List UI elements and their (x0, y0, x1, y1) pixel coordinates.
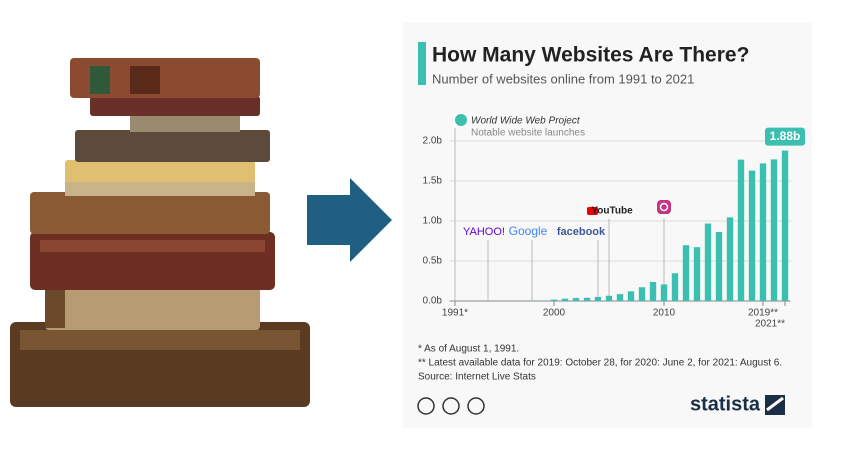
x-tick-label: 1991* (442, 308, 468, 319)
instagram-icon-lens (659, 202, 669, 212)
title-accent (418, 42, 426, 85)
bar (660, 284, 668, 301)
y-tick-label: 1.5b (423, 176, 443, 187)
bar (770, 159, 778, 301)
x-tick-label: 2000 (543, 308, 566, 319)
books-illustration (10, 58, 310, 407)
annotation: World Wide Web Project (471, 116, 581, 127)
y-tick-label: 0.5b (423, 256, 443, 267)
bar (627, 291, 635, 301)
y-tick-label: 2.0b (423, 136, 443, 147)
footnote: ** Latest available data for 2019: Octob… (418, 358, 782, 369)
bar (693, 247, 701, 301)
x-tick-label: 2010 (653, 308, 676, 319)
annotation: YouTube (591, 206, 633, 217)
footnote: * As of August 1, 1991. (418, 344, 519, 355)
bar (649, 281, 657, 301)
value-label-box (765, 127, 805, 146)
bar (748, 170, 756, 301)
bar (594, 296, 602, 301)
bar (715, 231, 723, 301)
bar (638, 287, 646, 301)
instagram-icon (657, 200, 671, 214)
chart-subtitle: Number of websites online from 1991 to 2… (432, 71, 694, 86)
arrow (307, 178, 392, 262)
bar (550, 299, 558, 301)
y-tick-label: 0.0b (423, 296, 443, 307)
bar (572, 297, 580, 301)
annotation: facebook (557, 226, 606, 238)
bar (682, 245, 690, 301)
brand-icon-stroke (766, 396, 784, 412)
bar (583, 297, 591, 301)
bar (561, 298, 569, 301)
bar (737, 159, 745, 301)
bar (759, 163, 767, 301)
chart-title: How Many Websites Are There? (432, 44, 749, 67)
bar (726, 217, 734, 301)
annotation-note: Notable website launches (471, 128, 585, 139)
license-icons (417, 397, 485, 415)
bar (781, 150, 789, 301)
y-tick-label: 1.0b (423, 216, 443, 227)
bar (616, 294, 624, 301)
bar (704, 223, 712, 301)
x-tick-label: 2021** (755, 319, 785, 330)
source: Source: Internet Live Stats (418, 372, 536, 383)
annotation: Google (509, 224, 548, 238)
annotation: YAHOO! (463, 226, 505, 238)
youtube-icon (587, 207, 598, 215)
bar (671, 273, 679, 301)
globe-icon (455, 114, 467, 126)
x-tick-label: 2019** (748, 308, 778, 319)
brand: statista (690, 393, 761, 415)
value-label: 1.88b (770, 129, 801, 143)
bar (605, 295, 613, 301)
